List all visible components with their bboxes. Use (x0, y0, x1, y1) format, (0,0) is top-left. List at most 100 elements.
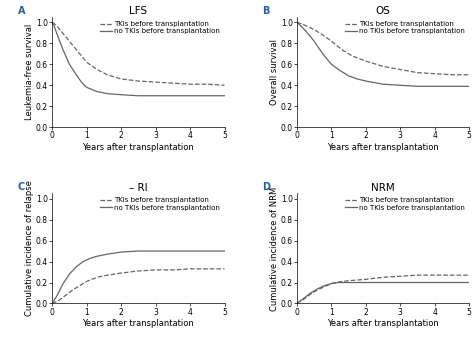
no TKIs before transplantation (415, 280, 420, 284)
Line: no TKIs before transplantation: no TKIs before transplantation (52, 251, 225, 303)
Legend: TKIs before transplantation, no TKIs before transplantation: TKIs before transplantation, no TKIs bef… (99, 197, 221, 211)
TKIs before transplantation (136, 269, 141, 273)
TKIs before transplantation (311, 28, 317, 32)
no TKIs before transplantation (118, 250, 124, 254)
TKIs before transplantation (84, 60, 90, 64)
Line: TKIs before transplantation: TKIs before transplantation (52, 269, 225, 303)
TKIs before transplantation (466, 273, 472, 277)
no TKIs before transplantation (60, 283, 65, 287)
TKIs before transplantation (449, 73, 455, 77)
TKIs before transplantation (77, 284, 82, 288)
no TKIs before transplantation (80, 260, 86, 264)
TKIs before transplantation (60, 31, 65, 35)
Title: OS: OS (375, 6, 391, 16)
TKIs before transplantation (222, 83, 228, 87)
no TKIs before transplantation (449, 280, 455, 284)
Line: TKIs before transplantation: TKIs before transplantation (297, 22, 469, 75)
no TKIs before transplantation (222, 94, 228, 98)
X-axis label: Years after transplantation: Years after transplantation (82, 320, 194, 328)
no TKIs before transplantation (320, 52, 326, 56)
no TKIs before transplantation (398, 280, 403, 284)
TKIs before transplantation (294, 20, 300, 24)
no TKIs before transplantation (94, 254, 100, 258)
no TKIs before transplantation (170, 94, 176, 98)
TKIs before transplantation (432, 273, 438, 277)
TKIs before transplantation (432, 72, 438, 76)
no TKIs before transplantation (303, 29, 309, 33)
Y-axis label: Leukemia-free survival: Leukemia-free survival (26, 24, 35, 120)
TKIs before transplantation (70, 288, 76, 292)
no TKIs before transplantation (298, 24, 303, 28)
TKIs before transplantation (328, 282, 334, 286)
no TKIs before transplantation (222, 249, 228, 253)
TKIs before transplantation (380, 64, 386, 69)
no TKIs before transplantation (466, 84, 472, 88)
X-axis label: Years after transplantation: Years after transplantation (327, 143, 439, 152)
Y-axis label: Overall survival: Overall survival (270, 39, 279, 105)
no TKIs before transplantation (432, 84, 438, 88)
no TKIs before transplantation (308, 291, 313, 295)
TKIs before transplantation (84, 279, 90, 283)
Y-axis label: Cumulative incidence of relapse: Cumulative incidence of relapse (26, 180, 35, 316)
TKIs before transplantation (363, 59, 369, 63)
TKIs before transplantation (315, 288, 320, 292)
TKIs before transplantation (398, 274, 403, 278)
no TKIs before transplantation (346, 74, 351, 78)
TKIs before transplantation (118, 271, 124, 275)
no TKIs before transplantation (449, 84, 455, 88)
no TKIs before transplantation (363, 280, 369, 284)
no TKIs before transplantation (55, 33, 60, 37)
no TKIs before transplantation (73, 265, 79, 269)
no TKIs before transplantation (60, 46, 65, 50)
no TKIs before transplantation (355, 77, 360, 81)
no TKIs before transplantation (322, 284, 328, 288)
TKIs before transplantation (118, 77, 124, 81)
Line: TKIs before transplantation: TKIs before transplantation (52, 22, 225, 85)
no TKIs before transplantation (346, 280, 351, 284)
TKIs before transplantation (222, 267, 228, 271)
no TKIs before transplantation (94, 89, 100, 93)
no TKIs before transplantation (84, 85, 90, 89)
TKIs before transplantation (136, 79, 141, 83)
TKIs before transplantation (79, 54, 84, 58)
X-axis label: Years after transplantation: Years after transplantation (327, 320, 439, 328)
no TKIs before transplantation (73, 73, 79, 77)
TKIs before transplantation (363, 277, 369, 281)
no TKIs before transplantation (136, 94, 141, 98)
TKIs before transplantation (449, 273, 455, 277)
no TKIs before transplantation (380, 280, 386, 284)
Title: – RI: – RI (129, 182, 147, 193)
no TKIs before transplantation (311, 39, 317, 43)
X-axis label: Years after transplantation: Years after transplantation (82, 143, 194, 152)
TKIs before transplantation (466, 73, 472, 77)
no TKIs before transplantation (432, 280, 438, 284)
no TKIs before transplantation (336, 280, 341, 284)
TKIs before transplantation (294, 301, 300, 306)
no TKIs before transplantation (87, 256, 93, 261)
no TKIs before transplantation (204, 94, 210, 98)
TKIs before transplantation (187, 267, 193, 271)
no TKIs before transplantation (55, 293, 60, 297)
no TKIs before transplantation (328, 282, 334, 286)
TKIs before transplantation (66, 39, 72, 43)
no TKIs before transplantation (466, 280, 472, 284)
TKIs before transplantation (298, 21, 303, 25)
TKIs before transplantation (339, 47, 345, 51)
Legend: TKIs before transplantation, no TKIs before transplantation: TKIs before transplantation, no TKIs bef… (344, 20, 466, 35)
TKIs before transplantation (320, 33, 326, 37)
TKIs before transplantation (415, 273, 420, 277)
no TKIs before transplantation (136, 249, 141, 253)
TKIs before transplantation (398, 68, 403, 72)
Line: no TKIs before transplantation: no TKIs before transplantation (297, 282, 469, 303)
TKIs before transplantation (104, 73, 110, 77)
no TKIs before transplantation (356, 280, 362, 284)
Title: LFS: LFS (129, 6, 147, 16)
TKIs before transplantation (94, 68, 100, 72)
Text: D: D (263, 182, 271, 192)
TKIs before transplantation (153, 80, 158, 84)
Y-axis label: Cumulative incidence of NRM: Cumulative incidence of NRM (270, 186, 279, 311)
no TKIs before transplantation (204, 249, 210, 253)
no TKIs before transplantation (315, 287, 320, 291)
TKIs before transplantation (328, 39, 334, 43)
TKIs before transplantation (349, 278, 355, 282)
